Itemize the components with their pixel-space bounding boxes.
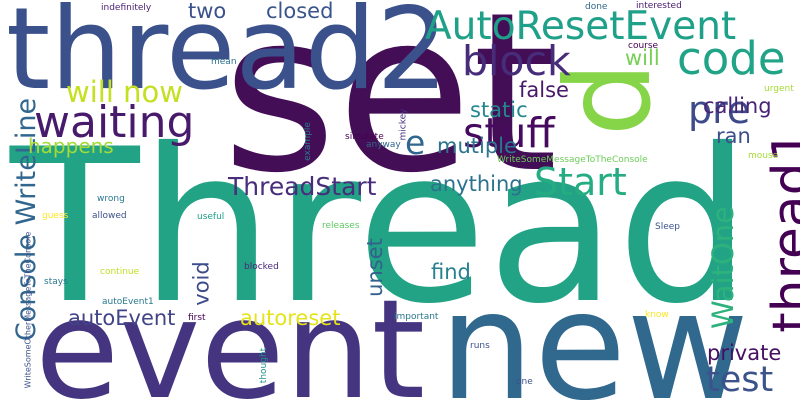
word-runs: runs bbox=[470, 341, 490, 351]
word-waiting: waiting bbox=[34, 97, 195, 148]
word-pre: pre bbox=[688, 88, 751, 132]
word-block: block bbox=[462, 37, 571, 85]
word-e: e bbox=[405, 123, 426, 162]
word-thread2: thread2 bbox=[6, 0, 449, 115]
word-course: course bbox=[628, 41, 659, 51]
word-two: two bbox=[188, 0, 227, 23]
word-start: Start bbox=[534, 160, 627, 204]
word-guess: guess bbox=[42, 211, 69, 221]
word-done: done bbox=[585, 2, 608, 12]
word-set: set bbox=[222, 0, 559, 221]
word-will-now: will now bbox=[66, 75, 183, 109]
word-mickey: mickey bbox=[398, 108, 409, 141]
word-event: event bbox=[35, 271, 426, 400]
word-sleep: Sleep bbox=[655, 222, 681, 232]
word-test: test bbox=[706, 360, 774, 400]
word-know: know bbox=[645, 310, 669, 320]
word-wrong: wrong bbox=[97, 194, 125, 204]
word-thought: thought bbox=[259, 347, 270, 384]
word-thread: Thread bbox=[10, 103, 752, 350]
word-will: will bbox=[625, 46, 660, 70]
word-mouse: mouse bbox=[748, 151, 779, 161]
word-simulate: simulate bbox=[345, 132, 384, 142]
word-useful: useful bbox=[197, 212, 225, 222]
word-stuff: stuff bbox=[463, 109, 555, 157]
word-autoevent1: autoEvent1 bbox=[102, 297, 154, 307]
word-p: p bbox=[556, 61, 695, 137]
word-urgent: urgent bbox=[764, 84, 794, 94]
word-releases: releases bbox=[322, 221, 360, 231]
word-blocked: blocked bbox=[244, 262, 279, 272]
word-happens: happens bbox=[28, 134, 114, 158]
word-private: private bbox=[707, 341, 782, 365]
word-continue: continue bbox=[100, 267, 140, 277]
word-example: example bbox=[302, 122, 313, 161]
word-anyway: anyway bbox=[366, 140, 401, 150]
word-autoresetevent: AutoResetEvent bbox=[425, 4, 737, 49]
word-writesomemessagetotheconsole: WriteSomeMessageToTheConsole bbox=[497, 155, 648, 165]
word-anything: anything bbox=[430, 172, 523, 196]
word-threadstart: ThreadStart bbox=[228, 172, 377, 201]
word-find: find bbox=[431, 260, 471, 284]
word-mutiple: mutiple bbox=[437, 134, 517, 158]
word-allowed: allowed bbox=[92, 211, 127, 221]
word-false: false bbox=[519, 78, 569, 102]
word-void: void bbox=[189, 261, 214, 306]
word-code: code bbox=[677, 32, 786, 85]
word-mean: mean bbox=[211, 57, 237, 67]
word-closed: closed bbox=[266, 0, 334, 23]
word-stays: stays bbox=[44, 277, 68, 287]
word-ran: ran bbox=[716, 124, 751, 148]
word-waitone: WaitOne bbox=[706, 205, 741, 330]
word-interested: interested bbox=[636, 1, 682, 11]
word-unset: unset bbox=[362, 238, 387, 297]
word-writesomeothermessagetotheconsole: WriteSomeOtherMessageToTheConsole bbox=[23, 231, 33, 389]
word-static: static bbox=[470, 98, 528, 122]
word-autoevent: autoEvent bbox=[68, 306, 176, 330]
word-calling: calling bbox=[703, 94, 772, 118]
word-new: new bbox=[439, 260, 750, 400]
word-important: important bbox=[394, 312, 439, 322]
word-one: one bbox=[516, 377, 533, 387]
word-autoreset: autoreset bbox=[240, 306, 341, 330]
word-indefinitely: indefinitely bbox=[101, 3, 152, 13]
word-first: first bbox=[188, 313, 206, 323]
